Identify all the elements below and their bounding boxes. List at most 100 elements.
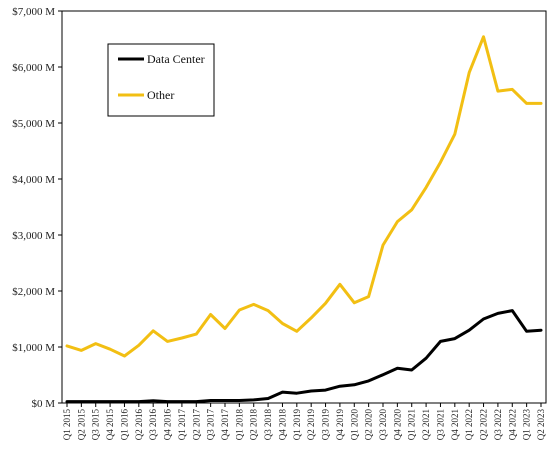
data-point-data-center (382, 373, 385, 376)
data-point-other (382, 244, 385, 247)
data-point-other (453, 133, 456, 136)
data-point-data-center (66, 400, 69, 403)
data-point-data-center (166, 400, 169, 403)
x-tick-label: Q2 2022 (479, 409, 489, 440)
y-tick-label: $7,000 M (12, 6, 55, 18)
x-tick-label: Q2 2020 (364, 409, 374, 441)
x-tick-label: Q4 2019 (335, 409, 345, 441)
legend-label-data-center: Data Center (147, 52, 205, 66)
data-point-data-center (453, 337, 456, 340)
x-tick-label: Q3 2016 (148, 409, 158, 441)
plot-frame (61, 10, 547, 404)
data-point-data-center (396, 367, 399, 370)
data-point-other (195, 333, 198, 336)
data-point-other (511, 88, 514, 91)
x-tick-label: Q3 2015 (91, 409, 101, 441)
data-point-other (353, 301, 356, 304)
legend-label-other: Other (147, 88, 174, 102)
data-point-data-center (267, 397, 270, 400)
plot-area (61, 10, 547, 404)
data-point-other (66, 344, 69, 347)
data-point-data-center (238, 399, 241, 402)
data-point-other (267, 309, 270, 312)
x-tick-label: Q1 2018 (234, 409, 244, 441)
data-point-data-center (338, 385, 341, 388)
data-point-data-center (525, 330, 528, 333)
data-point-data-center (80, 400, 83, 403)
data-point-other (281, 322, 284, 325)
data-point-other (166, 340, 169, 343)
data-point-other (482, 35, 485, 38)
data-point-data-center (367, 379, 370, 382)
data-point-data-center (482, 318, 485, 321)
y-tick-label: $4,000 M (12, 174, 55, 186)
data-point-other (109, 348, 112, 351)
x-tick-label: Q2 2023 (536, 409, 546, 441)
data-point-other (152, 329, 155, 332)
x-tick-label: Q3 2019 (321, 409, 331, 441)
data-point-data-center (540, 329, 543, 332)
data-point-data-center (496, 312, 499, 315)
x-tick-label: Q2 2016 (134, 409, 144, 441)
data-point-other (338, 283, 341, 286)
x-tick-label: Q3 2022 (493, 409, 503, 440)
data-point-data-center (123, 400, 126, 403)
x-tick-label: Q1 2021 (407, 409, 417, 440)
data-point-data-center (511, 309, 514, 312)
series-line-data-center (65, 309, 543, 404)
data-point-other (295, 330, 298, 333)
data-point-other (137, 344, 140, 347)
data-point-other (410, 208, 413, 211)
series-line-other (65, 35, 543, 358)
data-point-data-center (209, 399, 212, 402)
data-point-other (224, 327, 227, 330)
data-point-data-center (224, 399, 227, 402)
data-point-data-center (353, 383, 356, 386)
x-tick-label: Q4 2022 (507, 409, 517, 440)
data-point-other (324, 302, 327, 305)
y-axis: $0 M $1,000 M $2,000 M $3,000 M $4,000 M $5,0… (12, 6, 62, 410)
data-point-other (94, 342, 97, 345)
y-tick-label: $5,000 M (12, 118, 55, 130)
data-point-other (468, 71, 471, 74)
data-point-other (180, 337, 183, 340)
x-tick-label: Q4 2017 (220, 409, 230, 441)
x-tick-label: Q4 2018 (277, 409, 287, 441)
data-point-other (367, 295, 370, 298)
data-point-other (439, 161, 442, 164)
legend: Data Center Other (107, 43, 215, 117)
x-tick-label: Q2 2019 (306, 409, 316, 441)
data-point-other (238, 309, 241, 312)
data-point-data-center (152, 399, 155, 402)
data-point-other (80, 349, 83, 352)
x-tick-label: Q1 2016 (119, 409, 129, 441)
y-tick-label: $3,000 M (12, 230, 55, 242)
data-point-data-center (468, 329, 471, 332)
y-tick-label: $0 M (31, 398, 55, 410)
data-point-data-center (295, 392, 298, 395)
data-point-data-center (94, 400, 97, 403)
data-point-other (425, 186, 428, 189)
x-tick-label: Q2 2017 (191, 409, 201, 441)
x-axis: Q1 2015 Q2 2015 Q3 2015 Q4 2015 Q1 2016 Q2 20… (62, 403, 546, 440)
x-tick-label: Q4 2021 (450, 409, 460, 440)
x-tick-label: Q4 2015 (105, 409, 115, 441)
data-point-data-center (180, 400, 183, 403)
x-tick-label: Q1 2020 (349, 409, 359, 441)
data-point-other (209, 313, 212, 316)
series-layer (65, 35, 543, 404)
x-tick-label: Q1 2015 (62, 409, 72, 441)
data-point-data-center (425, 357, 428, 360)
y-tick-label: $2,000 M (12, 286, 55, 298)
data-point-data-center (109, 400, 112, 403)
x-tick-label: Q1 2017 (177, 409, 187, 441)
x-tick-label: Q1 2023 (522, 409, 532, 441)
data-point-other (396, 220, 399, 223)
x-tick-label: Q3 2021 (435, 409, 445, 440)
x-tick-label: Q1 2022 (464, 409, 474, 440)
x-tick-label: Q2 2021 (421, 409, 431, 440)
data-point-data-center (281, 391, 284, 394)
data-point-data-center (252, 398, 255, 401)
y-tick-label: $1,000 M (12, 342, 55, 354)
